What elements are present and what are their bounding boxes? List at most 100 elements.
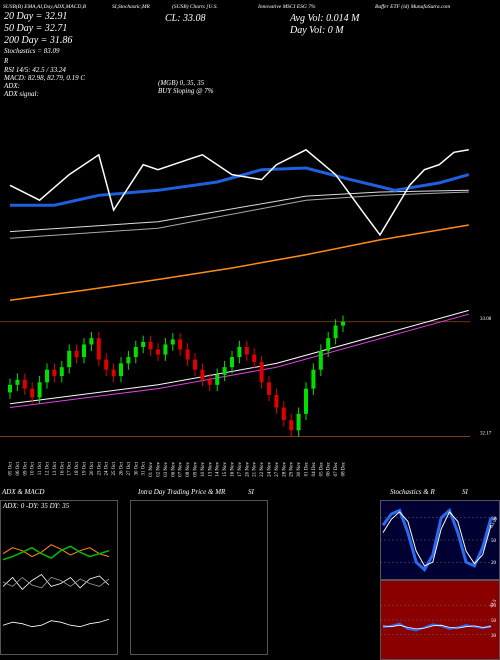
candle-body [178,339,183,350]
indicator-line [9,191,469,239]
x-tick-label: 02 Nov [157,462,162,477]
info-line: 200 Day = 31.86 [4,35,72,46]
value-label: 42.5 [489,598,498,609]
candle-body [141,341,146,347]
indicator-line [382,624,492,630]
close-price: CL: 33.08 [165,13,206,24]
candle-body [215,374,220,385]
candle-body [89,338,94,345]
info-line: RSI 14/5: 42.5 / 33.24 [3,66,66,74]
candle-body [333,325,338,339]
x-tick-label: 08 Nov [186,462,191,477]
x-tick-label: 19 Oct [83,461,88,475]
y-tick-label: 50 [491,619,497,624]
candle-body [281,407,286,421]
info-line: Stochastics = 83.09 [4,47,60,55]
x-tick-label: 13 Oct [53,461,58,475]
info-line: R [3,57,9,65]
x-tick-label: 30 Nov [297,462,302,477]
candle-body [111,369,116,376]
x-tick-label: 03 Nov [164,462,169,477]
candle-body [67,350,72,368]
x-tick-label: 20 Nov [245,462,250,477]
candle-body [193,359,197,370]
x-tick-label: 25 Oct [112,461,117,475]
x-tick-label: 04 Dec [312,461,317,476]
indicator-line [382,511,492,567]
x-tick-label: 17 Oct [68,461,73,475]
panel-title: Intra Day Trading Price & MR [137,488,226,496]
panel-title: Stochastics & R [390,488,435,496]
x-tick-label: 06 Oct [16,461,21,475]
candle-body [274,394,279,408]
candle-body [96,338,101,360]
candle-body [126,357,131,364]
candle-body [74,350,79,358]
candle-body [222,367,227,375]
indicator-line [2,544,110,558]
panel-title: ADX & MACD [1,488,44,496]
y-tick-label: 20 [491,561,497,566]
x-tick-label: 10 Nov [201,462,206,477]
x-tick-label: 06 Nov [171,462,176,477]
x-tick-label: 23 Oct [97,461,102,475]
x-tick-label: 05 Oct [9,461,14,475]
candle-body [52,369,57,376]
panel [130,500,268,655]
candle-body [289,420,294,431]
candle-body [59,367,64,376]
candle-body [185,349,190,360]
indicator-line [9,148,469,237]
x-tick-label: 29 Nov [290,462,295,477]
candle-body [259,362,264,383]
x-tick-label: 26 Oct [120,461,125,475]
candle-body [237,346,242,358]
x-tick-label: 11 Oct [38,461,43,475]
x-tick-label: 10 Oct [31,461,36,475]
candle-body [311,369,316,389]
header-part: (SUSB) Charts [U.S. [172,3,218,10]
x-tick-label: 01 Dec [305,461,310,476]
candle-body [163,344,168,355]
x-tick-label: 24 Oct [105,461,110,475]
x-tick-label: 24 Nov [268,462,273,477]
candle-body [304,388,308,414]
candle-body [156,349,160,355]
header-part: SI,Stochastic,MR [112,4,151,10]
y-tick-label: 50 [491,539,497,544]
x-tick-label: 05 Dec [319,461,324,476]
info-line: 20 Day = 32.91 [4,11,67,22]
value-label: 83.09 [489,516,499,529]
candle-body [104,359,109,370]
x-tick-label: 20 Oct [90,461,95,475]
candle-body [133,346,138,358]
info-line: MACD: 82.98, 82.79, 0.19 C [3,74,85,82]
info-middle: BUY Sloping @ 7% [158,87,214,95]
candle-body [267,382,271,395]
candle-body [30,388,35,398]
x-tick-label: 07 Nov [179,462,184,477]
x-tick-label: 27 Oct [127,461,132,475]
x-tick-label: 06 Dec [327,461,332,476]
header-part: SUSB(B) EMA,AI,Day,ADX,MACD,B [3,3,87,10]
candle-body [318,350,323,370]
x-tick-label: 22 Nov [260,462,265,477]
x-tick-label: 30 Oct [134,461,139,475]
candle-body [119,363,123,376]
x-tick-label: 01 Nov [149,462,154,477]
x-tick-label: 21 Nov [253,462,258,477]
indicator-line [10,166,470,207]
panel-title: SI [462,488,469,496]
day-volume: Day Vol: 0 M [289,25,344,36]
indicator-line [2,573,110,590]
candle-body [296,413,301,431]
candle-body [37,382,42,398]
info-line: 50 Day = 32.71 [4,23,67,34]
x-tick-label: 31 Oct [142,461,147,475]
x-tick-label: 27 Nov [275,462,280,477]
candle-body [207,379,212,385]
candle-body [252,354,257,363]
x-tick-label: 15 Nov [223,462,228,477]
info-line: ADX: [3,82,20,90]
